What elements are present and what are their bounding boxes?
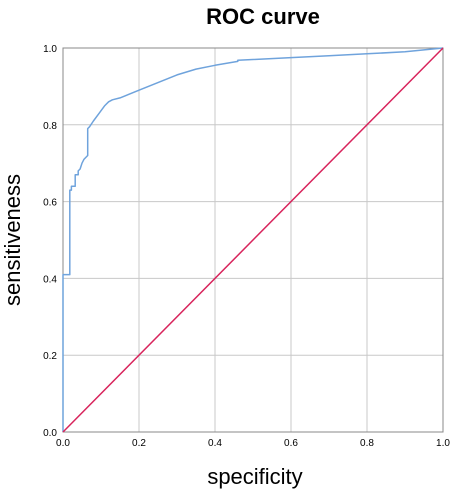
y-tick-labels: 0.0 0.2 0.4 0.6 0.8 1.0 xyxy=(43,44,57,439)
y-tick-label: 0.8 xyxy=(43,121,57,132)
x-tick-label: 0.6 xyxy=(284,438,298,449)
x-tick-labels: 0.0 0.2 0.4 0.6 0.8 1.0 xyxy=(56,438,450,449)
reference-diagonal-line xyxy=(62,47,444,433)
series-layer xyxy=(62,47,444,433)
x-tick-label: 0.0 xyxy=(56,438,70,449)
y-axis-label: sensitiveness xyxy=(0,174,25,306)
x-axis-label: specificity xyxy=(207,464,302,489)
y-tick-label: 0.6 xyxy=(43,198,57,209)
plot-area-frame xyxy=(62,47,444,433)
x-tick-label: 1.0 xyxy=(436,438,450,449)
x-tick-label: 0.2 xyxy=(132,438,146,449)
y-tick-label: 0.4 xyxy=(43,274,57,285)
x-tick-label: 0.8 xyxy=(360,438,374,449)
y-tick-label: 0.2 xyxy=(43,351,57,362)
y-tick-label: 1.0 xyxy=(43,44,57,55)
y-tick-label: 0.0 xyxy=(43,428,57,439)
x-tick-label: 0.4 xyxy=(208,438,222,449)
roc-curve-line xyxy=(62,47,444,432)
chart-title: ROC curve xyxy=(206,4,320,29)
